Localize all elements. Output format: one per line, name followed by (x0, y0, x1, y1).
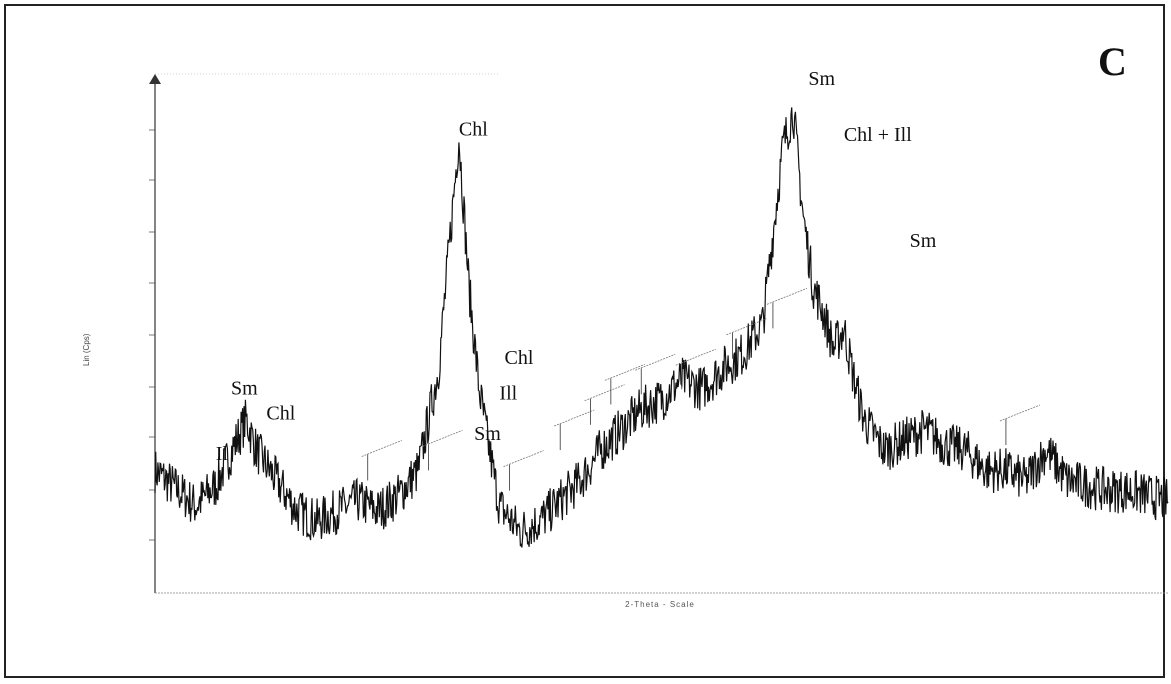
y-axis-label: Lin (Cps) (82, 333, 91, 367)
peak-callout (503, 450, 544, 467)
peak-label: Chl (459, 119, 488, 141)
peak-label: Sm (808, 68, 835, 90)
peak-label: Ill (499, 382, 517, 404)
diffraction-pattern-line (154, 107, 1169, 548)
peak-label: Chl (266, 403, 295, 425)
peak-label: Sm (231, 377, 258, 399)
peak-label: Sm (474, 423, 501, 445)
peak-callout (604, 364, 645, 381)
peak-callout (766, 287, 808, 305)
peak-callout (584, 384, 625, 402)
peak-label: Sm (910, 230, 937, 252)
peak-callouts (361, 287, 1041, 491)
figure-frame (4, 4, 1165, 678)
y-axis-ticks (149, 129, 155, 541)
y-axis-arrow (149, 74, 161, 84)
peak-label: Il (216, 443, 229, 465)
peak-labels: Chl Sm Chl Il Chl Ill Sm Sm Chl + Ill Sm (216, 68, 937, 465)
x-axis-label: 2-Theta - Scale (625, 600, 695, 609)
peak-callout (361, 440, 402, 457)
peak-callout (675, 348, 716, 366)
chart-axes (149, 73, 1168, 594)
panel-letter: C (1098, 39, 1127, 84)
peak-callout (422, 429, 463, 447)
peak-callout (635, 353, 676, 371)
peak-label: Chl (504, 347, 533, 369)
peak-label: Chl + Ill (844, 124, 912, 146)
peak-callout (554, 409, 595, 427)
peak-callout (999, 404, 1041, 422)
peak-callout (726, 318, 767, 336)
